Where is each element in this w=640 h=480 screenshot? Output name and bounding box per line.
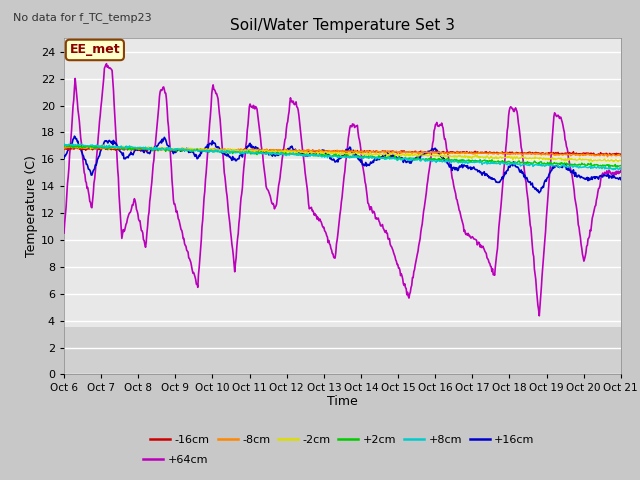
Text: No data for f_TC_temp23: No data for f_TC_temp23 <box>13 12 152 23</box>
X-axis label: Time: Time <box>327 395 358 408</box>
Y-axis label: Temperature (C): Temperature (C) <box>25 156 38 257</box>
Text: EE_met: EE_met <box>70 44 120 57</box>
Legend: +64cm: +64cm <box>138 451 212 469</box>
Title: Soil/Water Temperature Set 3: Soil/Water Temperature Set 3 <box>230 18 455 33</box>
Bar <box>64 327 621 374</box>
